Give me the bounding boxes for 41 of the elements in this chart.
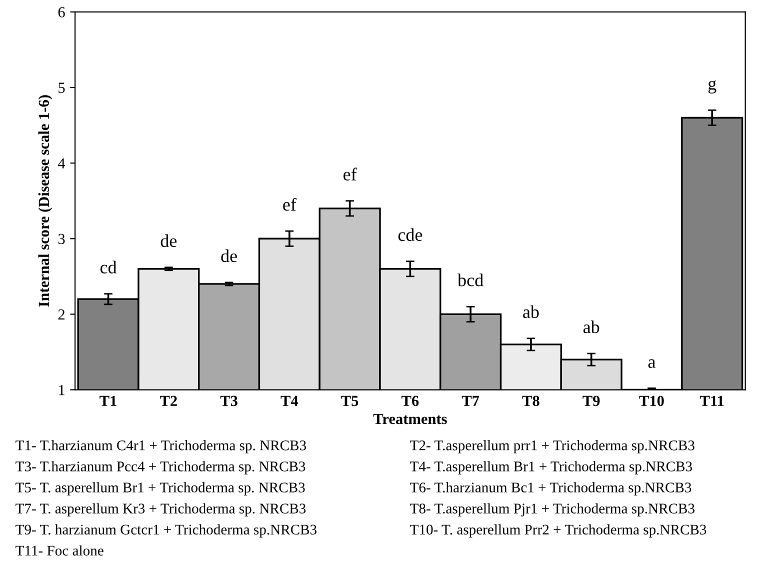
text: T9- T. harzianum Gctcr1 + Trichoderma sp.NRCB3 xyxy=(16,524,317,538)
x-tick-label: T10 xyxy=(639,396,664,406)
x-axis-title: Treatments xyxy=(373,414,447,424)
text: T4- T.asperellum Br1 + Trichoderma sp.NRCB3 xyxy=(410,461,692,474)
x-tick-label: T2 xyxy=(160,396,177,406)
text: T11- Foc alone xyxy=(16,545,104,556)
x-tick-label: T6 xyxy=(402,396,419,406)
text: T8- T.asperellum Pjr1 + Trichoderma sp.NRCB3 xyxy=(410,503,694,516)
x-tick-label: T7 xyxy=(462,396,480,406)
text: T2- T.asperellum prr1 + Trichoderma sp.NRCB3 xyxy=(410,440,694,454)
x-tick-label: T3 xyxy=(220,396,238,406)
x-tick-label: T5 xyxy=(341,396,358,406)
y-tick-label: 1 xyxy=(59,384,64,396)
x-tick-label: T11 xyxy=(700,396,724,406)
text: T1- T.harzianum C4r1 + Trichoderma sp. NRCB3 xyxy=(16,440,306,454)
annotation: ab xyxy=(523,305,539,318)
annotation: ef xyxy=(344,168,357,181)
annotation: de xyxy=(160,234,177,248)
annotation: cd xyxy=(100,260,117,274)
y-tick-label: 5 xyxy=(58,82,65,93)
y-tick-label: 6 xyxy=(58,7,65,18)
x-tick-label: T8 xyxy=(522,396,540,406)
x-tick-label: T4 xyxy=(280,396,298,406)
annotation: g xyxy=(708,80,716,94)
text: T6- T.harzianum Bc1 + Trichoderma sp.NRCB3 xyxy=(410,482,692,496)
text: T5- T. asperellum Br1 + Trichoderma sp. NRCB3 xyxy=(16,482,305,496)
text: T3- T.harzianum Pcc4 + Trichoderma sp. NRCB3 xyxy=(16,461,306,474)
annotation: ef xyxy=(283,198,296,211)
annotation: de xyxy=(221,249,237,262)
y-tick-label: 4 xyxy=(58,158,66,168)
annotation: bcd xyxy=(458,274,484,286)
x-tick-label: T9 xyxy=(582,396,600,406)
text: T10- T. asperellum Prr2 + Trichoderma sp.NRCB3 xyxy=(410,524,706,538)
y-tick-label: 3 xyxy=(58,234,65,244)
annotation: a xyxy=(648,359,656,368)
text: T7- T. asperellum Kr3 + Trichoderma sp. NRCB3 xyxy=(16,503,306,516)
x-tick-label: T1 xyxy=(100,396,116,406)
annotation: cde xyxy=(398,228,422,241)
annotation: ab xyxy=(583,320,600,334)
y-axis-title: Internal score (Disease scale 1-6) xyxy=(38,95,52,307)
y-tick-label: 2 xyxy=(58,309,65,320)
